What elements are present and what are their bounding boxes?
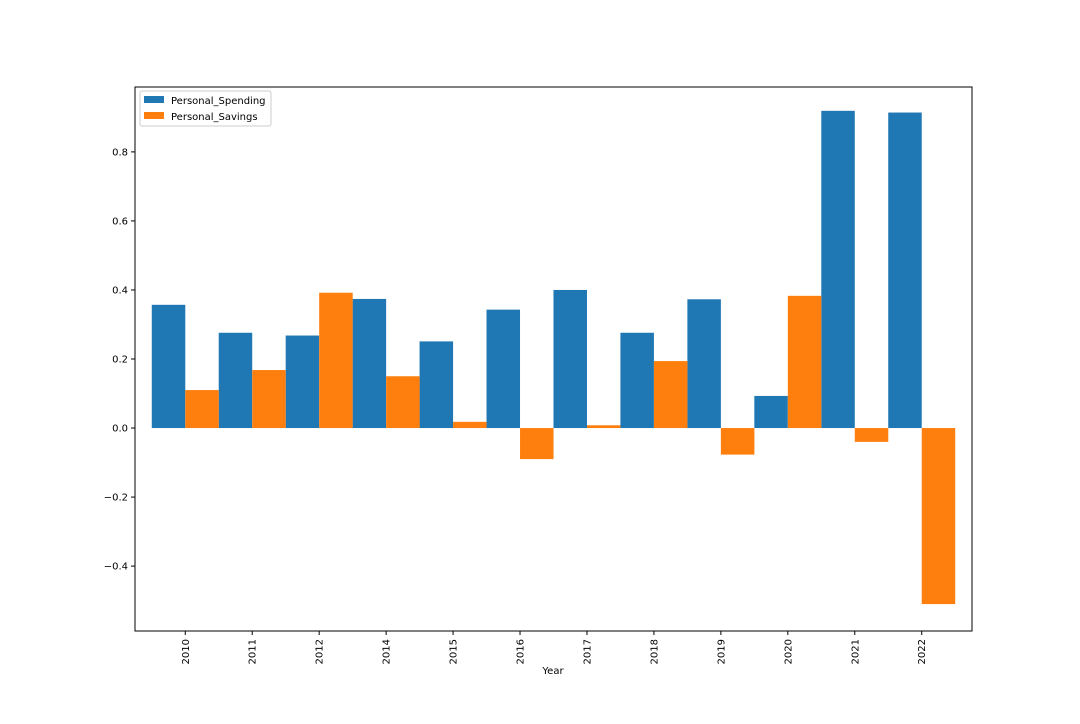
bar-savings-2012 [319, 292, 353, 429]
bar-spending-2011 [218, 332, 253, 429]
bar-spending-2020 [754, 395, 788, 429]
x-tick-label: 2017 [582, 639, 593, 664]
bar-spending-2014 [352, 298, 387, 429]
x-axis: 2010 2011 2012 2014 2015 2016 2017 2018 2019 2020… [181, 631, 928, 664]
bar-savings-2010 [185, 390, 219, 429]
y-tick-label: −0.4 [104, 562, 128, 573]
x-tick-label: 2012 [315, 639, 326, 664]
y-tick-label: 0.8 [112, 147, 128, 158]
y-tick-label: 0.4 [112, 285, 128, 296]
y-tick-label: −0.2 [104, 493, 128, 504]
bar-spending-2019 [687, 299, 721, 429]
x-axis-label: Year [541, 666, 564, 677]
legend-label-spending: Personal_Spending [171, 96, 266, 107]
bar-savings-2022 [921, 428, 956, 605]
bar-savings-2015 [453, 421, 487, 429]
plot-frame [134, 86, 973, 632]
bar-savings-2014 [386, 376, 420, 429]
y-tick-label: 0.2 [112, 355, 128, 366]
bar-savings-2011 [252, 370, 286, 429]
bar-spending-2018 [620, 332, 654, 429]
legend: Personal_Spending Personal_Savings [139, 90, 272, 127]
bar-savings-2019 [720, 428, 755, 455]
bar-savings-2021 [854, 428, 889, 442]
bar-savings-2017 [586, 425, 621, 429]
bar-spending-2010 [151, 304, 186, 429]
x-tick-label: 2016 [516, 639, 527, 664]
legend-swatch-spending [144, 96, 164, 103]
legend-box [139, 90, 272, 127]
bar-savings-2020 [787, 295, 822, 429]
x-tick-label: 2011 [248, 639, 259, 664]
x-tick-label: 2018 [649, 639, 660, 664]
legend-swatch-savings [144, 112, 164, 119]
bar-spending-2015 [419, 341, 454, 429]
bar-spending-2012 [285, 335, 320, 429]
x-tick-label: 2020 [783, 639, 794, 664]
y-axis: −0.4 −0.2 0.0 0.2 0.4 0.6 0.8 [104, 147, 135, 573]
x-tick-label: 2015 [449, 639, 460, 664]
bar-savings-2016 [520, 428, 554, 460]
bar-spending-2017 [553, 289, 587, 429]
bar-savings-2018 [653, 361, 688, 429]
bar-spending-2016 [486, 309, 521, 429]
x-tick-label: 2014 [382, 639, 393, 664]
y-tick-label: 0.6 [112, 216, 128, 227]
legend-label-savings: Personal_Savings [171, 112, 258, 123]
x-tick-label: 2019 [716, 639, 727, 664]
y-tick-label: 0.0 [112, 424, 128, 435]
bar-spending-2022 [888, 112, 922, 429]
x-tick-label: 2010 [181, 639, 192, 664]
x-tick-label: 2022 [917, 639, 928, 664]
bars-layer [151, 110, 956, 605]
x-tick-label: 2021 [850, 639, 861, 664]
bar-spending-2021 [821, 110, 855, 429]
